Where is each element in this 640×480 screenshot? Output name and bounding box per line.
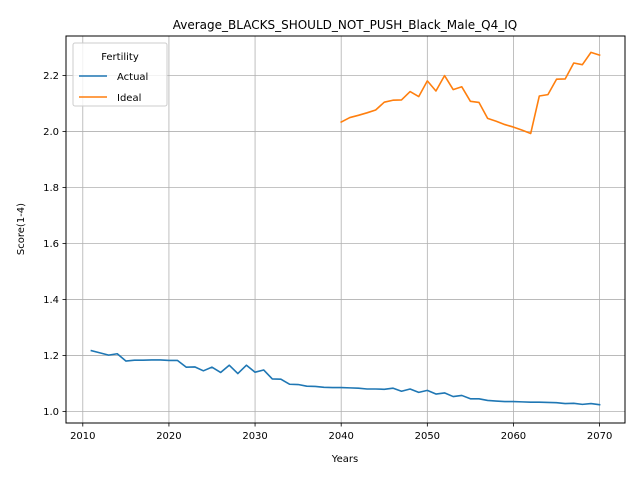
legend-label-actual: Actual (117, 72, 148, 83)
x-tick-label: 2070 (587, 431, 612, 442)
series-lines (90, 51, 601, 406)
x-tick-label: 2020 (156, 431, 181, 442)
y-axis-ticks: 1.0 1.2 1.4 1.6 1.8 2.0 2.2 (43, 71, 66, 418)
series-line-actual (90, 349, 601, 406)
x-axis-ticks: 2010 2020 2030 2040 2050 2060 2070 (70, 423, 612, 442)
legend-label-ideal: Ideal (117, 93, 141, 104)
legend-title: Fertility (101, 52, 139, 63)
gridlines (66, 36, 625, 423)
x-tick-label: 2050 (415, 431, 440, 442)
chart-title: Average_BLACKS_SHOULD_NOT_PUSH_Black_Mal… (173, 18, 518, 32)
y-tick-label: 1.6 (43, 239, 59, 250)
series-line-ideal (340, 51, 601, 135)
y-axis-label: Score(1-4) (16, 203, 27, 255)
x-tick-label: 2010 (70, 431, 95, 442)
plot-frame (65, 35, 626, 424)
legend: Fertility Actual Ideal (72, 42, 168, 107)
y-tick-label: 2.2 (43, 71, 59, 82)
x-tick-label: 2040 (328, 431, 353, 442)
y-tick-label: 1.8 (43, 183, 59, 194)
y-tick-label: 2.0 (43, 127, 59, 138)
x-tick-label: 2060 (501, 431, 526, 442)
x-axis-label: Years (331, 454, 358, 465)
y-tick-label: 1.0 (43, 407, 59, 418)
legend-box (72, 42, 168, 107)
y-tick-label: 1.4 (43, 295, 59, 306)
y-tick-label: 1.2 (43, 351, 59, 362)
x-tick-label: 2030 (242, 431, 267, 442)
